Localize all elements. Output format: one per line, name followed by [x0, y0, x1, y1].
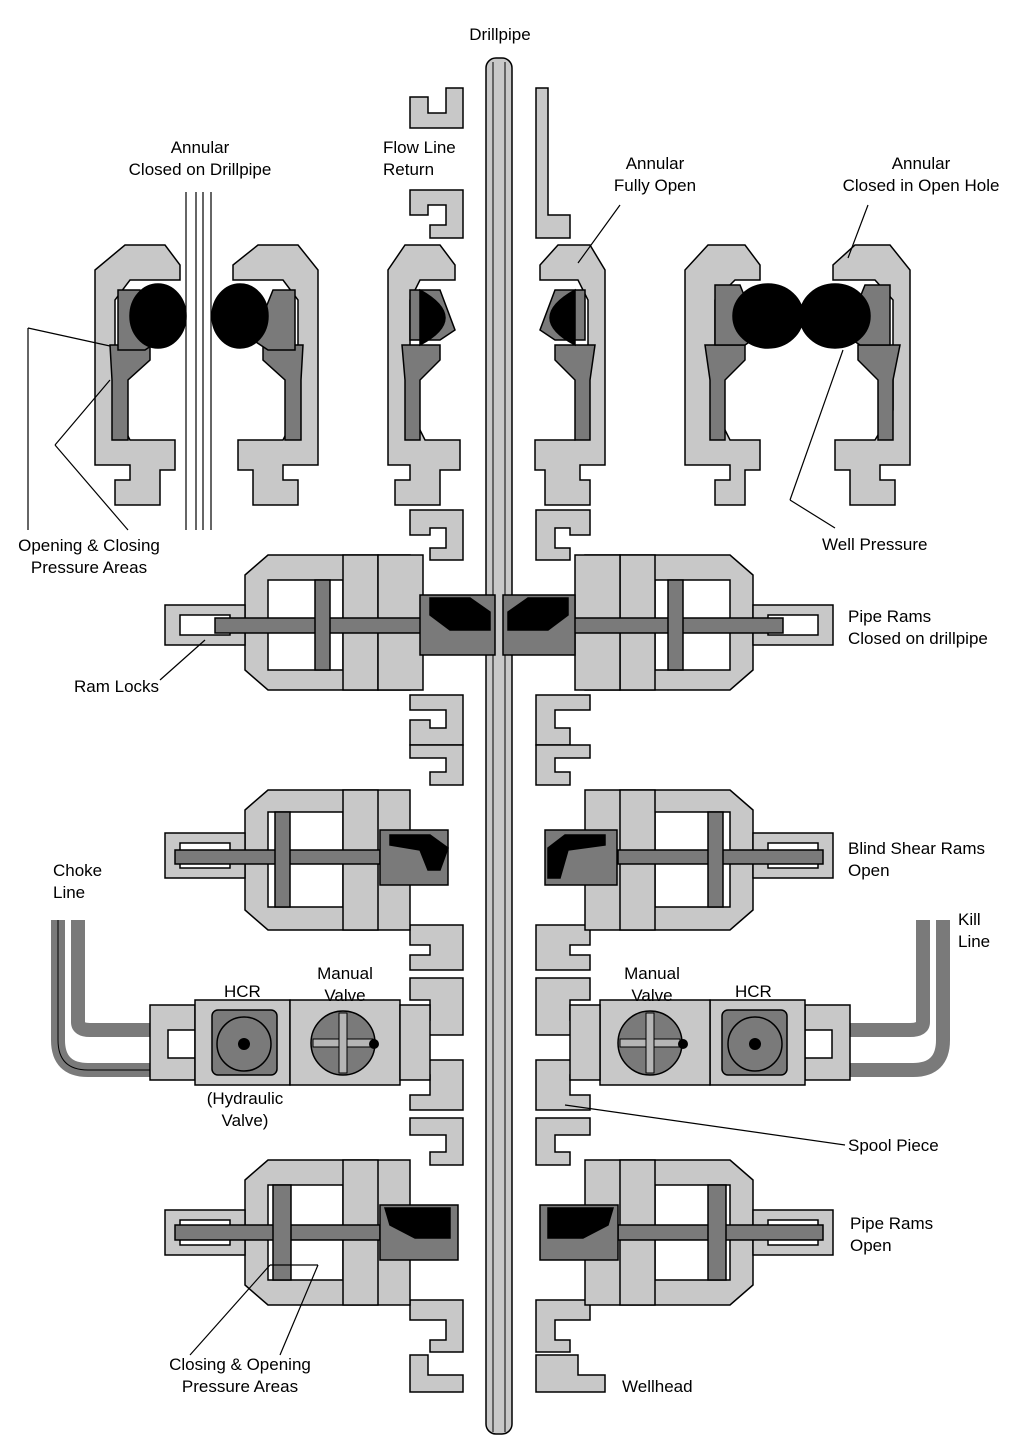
label-hcr-left: HCR [224, 982, 261, 1001]
kill-choke-valves-left [51, 920, 431, 1086]
label-choke-line-2: Line [53, 883, 86, 902]
label-manual-left-2: Valve [324, 986, 366, 1005]
label-spool-piece: Spool Piece [848, 1136, 939, 1155]
label-open-close-areas-1: Opening & Closing [18, 536, 160, 555]
label-close-open-areas-1: Closing & Opening [169, 1355, 311, 1374]
label-annular-open-hole-2: Closed in Open Hole [842, 176, 1000, 195]
label-flow-line-1: Flow Line [383, 138, 456, 157]
label-annular-closed-dp-2: Closed on Drillpipe [128, 160, 272, 179]
pipe-rams-open [164, 1159, 834, 1306]
annular-fully-open [387, 244, 606, 506]
pipe-rams-closed [164, 554, 834, 691]
annular-closed-on-drillpipe [94, 192, 319, 530]
label-annular-open-1: Annular [625, 154, 685, 173]
blind-shear-rams [164, 789, 834, 931]
label-manual-right-1: Manual [624, 964, 680, 983]
label-drillpipe: Drillpipe [469, 25, 531, 44]
label-pipe-rams-open-2: Open [850, 1236, 892, 1255]
label-hydraulic-2: Valve) [221, 1111, 269, 1130]
label-annular-open-hole-1: Annular [891, 154, 951, 173]
kill-choke-valves-right [569, 920, 950, 1086]
label-well-pressure: Well Pressure [822, 535, 928, 554]
annular-closed-open-hole [684, 244, 911, 506]
label-annular-closed-dp-1: Annular [170, 138, 230, 157]
label-wellhead: Wellhead [622, 1377, 693, 1396]
label-flow-line-2: Return [383, 160, 435, 179]
label-hcr-right: HCR [735, 982, 772, 1001]
label-annular-open-2: Fully Open [613, 176, 697, 195]
label-manual-left-1: Manual [317, 964, 373, 983]
leader-lines [27, 204, 869, 1356]
label-ram-locks: Ram Locks [74, 677, 160, 696]
label-choke-line-1: Choke [53, 861, 103, 880]
label-pipe-rams-closed-1: Pipe Rams [848, 607, 932, 626]
label-close-open-areas-2: Pressure Areas [181, 1377, 299, 1396]
label-hydraulic-1: (Hydraulic [206, 1089, 284, 1108]
label-kill-line-1: Kill [958, 910, 981, 929]
label-pipe-rams-closed-2: Closed on drillpipe [848, 629, 988, 648]
label-kill-line-2: Line [958, 932, 991, 951]
drillpipe [485, 57, 513, 1435]
label-pipe-rams-open-1: Pipe Rams [850, 1214, 934, 1233]
label-manual-right-2: Valve [631, 986, 673, 1005]
label-open-close-areas-2: Pressure Areas [30, 558, 148, 577]
stack-flanges-left [409, 87, 464, 1393]
label-blind-shear-2: Open [848, 861, 890, 880]
label-blind-shear-1: Blind Shear Rams [848, 839, 986, 858]
stack-flanges-right [535, 87, 606, 1393]
